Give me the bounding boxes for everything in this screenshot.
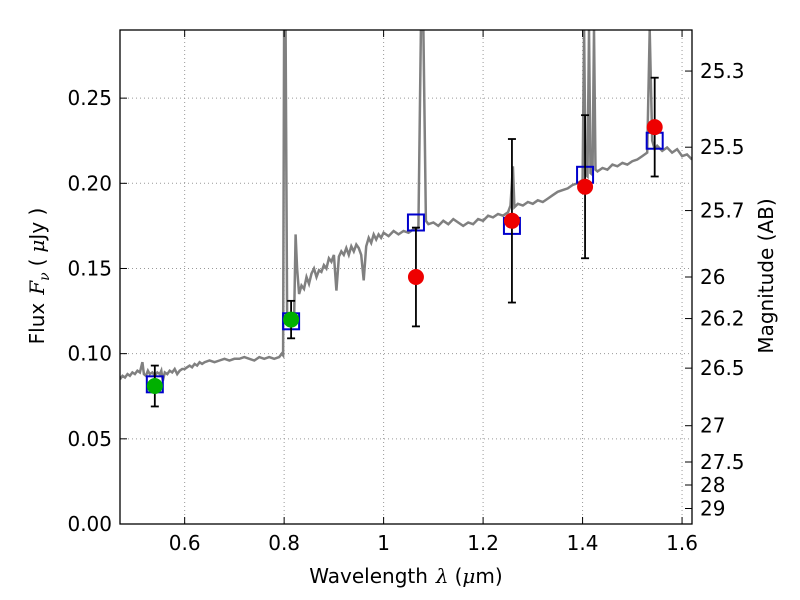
data-markers-layer bbox=[145, 76, 664, 408]
observed-flux-point bbox=[646, 119, 663, 136]
x-tick-label: 1.2 bbox=[467, 531, 499, 555]
y2-tick-label: 27 bbox=[700, 414, 725, 438]
secondary-y-axis-label: Magnitude (AB) bbox=[754, 198, 778, 353]
y2-tick-label: 28 bbox=[700, 473, 725, 497]
y2-tick-label: 26 bbox=[700, 265, 725, 289]
x-tick-label: 1.6 bbox=[666, 531, 698, 555]
y-tick-label: 0.05 bbox=[67, 427, 112, 451]
tick-marks bbox=[120, 30, 692, 525]
y2-tick-label: 29 bbox=[700, 496, 725, 520]
observed-flux-point bbox=[577, 178, 594, 195]
x-tick-label: 0.6 bbox=[169, 531, 201, 555]
y-tick-label: 0.00 bbox=[67, 512, 112, 536]
y2-tick-label: 25.3 bbox=[700, 59, 745, 83]
grid bbox=[120, 30, 692, 525]
x-axis-label: Wavelength λ (μm) bbox=[309, 564, 502, 588]
tick-labels: 0.6 0.8 1 1.2 1.4 1.6 0.00 0.05 0.10 0.15 0.20 0.25… bbox=[67, 59, 744, 555]
observed-flux-point bbox=[146, 378, 163, 395]
x-tick-label: 1 bbox=[377, 531, 390, 555]
y-tick-label: 0.25 bbox=[67, 86, 112, 110]
y-tick-label: 0.15 bbox=[67, 256, 112, 280]
model-spectrum-line bbox=[120, 30, 692, 382]
plot-frame bbox=[119, 29, 693, 525]
model-spectrum-layer bbox=[120, 30, 692, 382]
observed-flux-point bbox=[283, 311, 300, 328]
y2-tick-label: 25.7 bbox=[700, 199, 745, 223]
y2-tick-label: 26.2 bbox=[700, 307, 745, 331]
observed-flux-point bbox=[503, 212, 520, 229]
observed-flux-point bbox=[407, 269, 424, 285]
y2-tick-label: 26.5 bbox=[700, 356, 745, 380]
axes-frame bbox=[119, 29, 693, 525]
y-axis-label: FluxFν(μJy ) bbox=[25, 208, 53, 345]
y-tick-label: 0.20 bbox=[67, 171, 112, 195]
y2-tick-label: 27.5 bbox=[700, 450, 745, 474]
y-tick-label: 0.10 bbox=[67, 342, 112, 366]
x-tick-label: 1.4 bbox=[567, 531, 599, 555]
x-tick-label: 0.8 bbox=[268, 531, 300, 555]
y2-tick-label: 25.5 bbox=[700, 135, 745, 159]
